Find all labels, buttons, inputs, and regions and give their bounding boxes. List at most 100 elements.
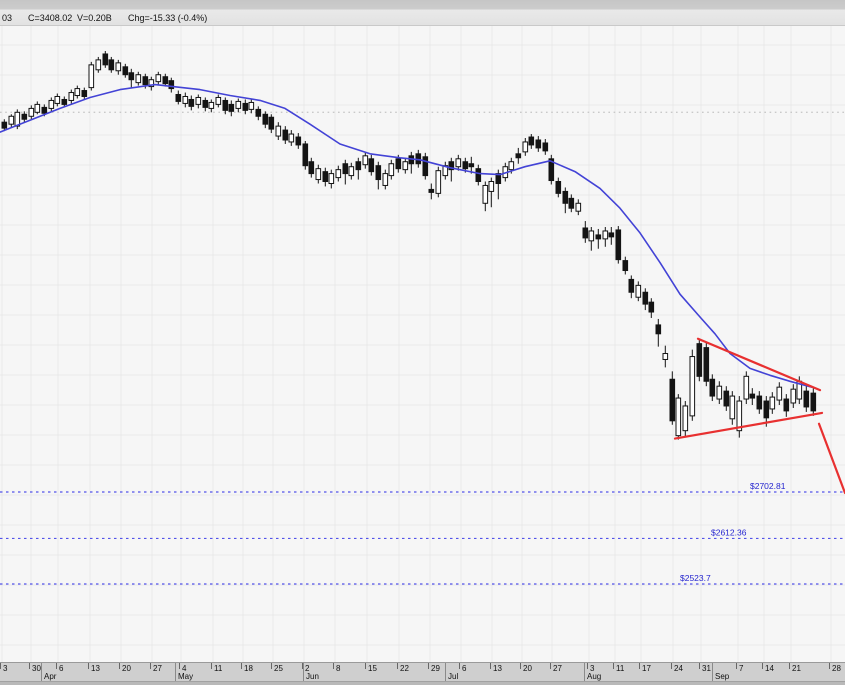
candle-down bbox=[222, 99, 229, 111]
week-tick-mark bbox=[211, 663, 212, 669]
support-level-label: $2523.7 bbox=[680, 573, 711, 583]
trendline-breakdown[interactable] bbox=[817, 422, 845, 495]
candle-up bbox=[335, 169, 342, 179]
candle-down bbox=[81, 90, 88, 97]
candle-up bbox=[635, 284, 642, 298]
candle-up bbox=[675, 397, 682, 437]
candle-up bbox=[182, 95, 189, 104]
moving-average-line bbox=[0, 83, 813, 389]
candle-up bbox=[388, 163, 395, 177]
candle-down bbox=[535, 139, 542, 149]
candle-up bbox=[602, 230, 609, 240]
candlestick-chart[interactable]: $2702.81 $2612.36 $2523.7 bbox=[0, 26, 845, 662]
candle-down bbox=[302, 143, 309, 167]
candle-down bbox=[188, 98, 195, 107]
candle-down bbox=[468, 163, 475, 168]
candle-up bbox=[662, 353, 669, 360]
month-label: May bbox=[178, 672, 194, 681]
week-tick-mark bbox=[789, 663, 790, 669]
month-separator bbox=[303, 663, 304, 682]
candle-up bbox=[769, 396, 776, 410]
trendline-pennant-upper[interactable] bbox=[696, 337, 822, 392]
week-tick-label: 11 bbox=[616, 664, 625, 673]
week-tick-label: 31 bbox=[702, 664, 711, 673]
candle-down bbox=[475, 168, 482, 183]
candle-down bbox=[342, 163, 349, 175]
week-tick-label: 30 bbox=[32, 664, 41, 673]
window-bottom-edge bbox=[0, 681, 845, 685]
candle-down bbox=[128, 72, 135, 81]
candle-down bbox=[142, 76, 149, 86]
date-axis-bar[interactable]: 3 30 6 13 20 27 4 11 18 25 2 8 15 22 29 6 13 20 27 3 11 17 24 3… bbox=[0, 662, 845, 682]
week-tick-mark bbox=[302, 663, 303, 669]
candle-down bbox=[102, 53, 109, 66]
candle-up bbox=[148, 79, 155, 88]
candle-up bbox=[275, 125, 282, 137]
month-label: Aug bbox=[587, 672, 602, 681]
week-tick-label: 27 bbox=[553, 664, 562, 673]
candle-up bbox=[88, 64, 95, 89]
candle-down bbox=[749, 393, 756, 399]
week-tick-label: 18 bbox=[244, 664, 253, 673]
candle-up bbox=[215, 96, 222, 105]
candle-up bbox=[8, 115, 15, 125]
month-separator bbox=[445, 663, 446, 682]
week-tick-label: 4 bbox=[182, 664, 187, 673]
candle-down bbox=[168, 80, 175, 90]
candle-up bbox=[508, 161, 515, 171]
candle-up bbox=[402, 161, 409, 171]
candle-up bbox=[14, 111, 21, 127]
candle-down bbox=[295, 136, 302, 146]
candle-down bbox=[375, 165, 382, 181]
candle-down bbox=[355, 161, 362, 171]
support-level-label: $2612.36 bbox=[711, 527, 747, 537]
week-tick-mark bbox=[179, 663, 180, 669]
candle-down bbox=[122, 66, 129, 76]
week-tick-mark bbox=[333, 663, 334, 669]
quote-change: Chg=-15.33 (-0.4%) bbox=[128, 13, 208, 23]
candle-up bbox=[790, 388, 797, 404]
candle-up bbox=[588, 230, 595, 242]
candle-down bbox=[582, 227, 589, 239]
month-separator bbox=[712, 663, 713, 682]
candle-up bbox=[689, 356, 696, 417]
week-tick-mark bbox=[150, 663, 151, 669]
week-tick-label: 3 bbox=[590, 664, 595, 673]
candle-up bbox=[28, 107, 35, 117]
month-separator bbox=[41, 663, 42, 682]
week-tick-label: 13 bbox=[493, 664, 502, 673]
candle-down bbox=[696, 343, 703, 377]
candle-down bbox=[448, 161, 455, 171]
candle-down bbox=[395, 158, 402, 170]
candle-down bbox=[615, 229, 622, 261]
week-tick-mark bbox=[56, 663, 57, 669]
week-tick-mark bbox=[241, 663, 242, 669]
week-tick-label: 28 bbox=[832, 664, 841, 673]
candle-up bbox=[743, 375, 750, 400]
candle-down bbox=[810, 392, 817, 412]
candle-up bbox=[48, 99, 55, 109]
week-tick-mark bbox=[397, 663, 398, 669]
week-tick-mark bbox=[762, 663, 763, 669]
candle-up bbox=[682, 405, 689, 432]
candle-down bbox=[1, 121, 8, 129]
candle-down bbox=[322, 171, 329, 183]
candle-down bbox=[548, 158, 555, 182]
candle-down bbox=[61, 98, 68, 105]
candle-up bbox=[95, 59, 102, 71]
chart-canvas[interactable]: $2702.81 $2612.36 $2523.7 bbox=[0, 26, 845, 662]
candle-up bbox=[776, 386, 783, 401]
week-tick-mark bbox=[459, 663, 460, 669]
window-top-strip bbox=[0, 0, 845, 10]
candle-up bbox=[68, 92, 75, 101]
week-tick-mark bbox=[0, 663, 1, 669]
candle-up bbox=[235, 100, 242, 109]
month-label: Apr bbox=[44, 672, 57, 681]
week-tick-mark bbox=[613, 663, 614, 669]
trendline-pennant-lower[interactable] bbox=[673, 411, 824, 440]
week-tick-label: 24 bbox=[674, 664, 683, 673]
week-tick-mark bbox=[119, 663, 120, 669]
candle-up bbox=[248, 101, 255, 110]
candle-up bbox=[155, 74, 162, 83]
week-tick-mark bbox=[550, 663, 551, 669]
